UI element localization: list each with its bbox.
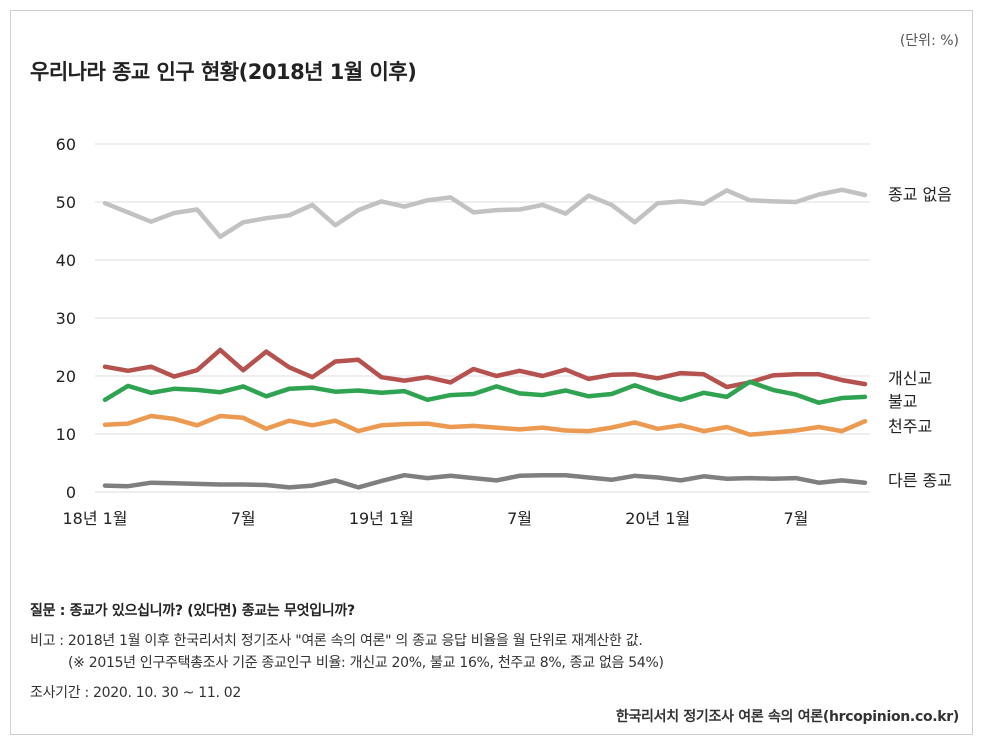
- series-line-0: [102, 187, 868, 240]
- series-line-2: [102, 379, 868, 405]
- x-tick-label: 7월: [783, 509, 808, 528]
- y-tick-label: 40: [56, 251, 76, 270]
- x-tick-label: 20년 1월: [625, 509, 690, 528]
- gridlines: [95, 143, 870, 493]
- remark-subnote: (※ 2015년 인구주택총조사 기준 종교인구 비율: 개신교 20%, 불교…: [68, 655, 664, 671]
- unit-label: (단위: %): [899, 33, 959, 49]
- x-tick-label: 7월: [231, 509, 256, 528]
- x-tick-label: 19년 1월: [349, 509, 414, 528]
- series-label: 종교 없음: [888, 185, 952, 204]
- y-tick-label: 60: [56, 135, 76, 154]
- source-credit: 한국리서치 정기조사 여론 속의 여론(hrcopinion.co.kr): [615, 709, 959, 725]
- x-tick-label: 18년 1월: [62, 509, 127, 528]
- series-label: 천주교: [888, 417, 932, 436]
- x-tick-label: 7월: [507, 509, 532, 528]
- survey-question: 질문 : 종교가 있으십니까? (있다면) 종교는 무엇입니까?: [30, 603, 355, 619]
- y-tick-label: 20: [56, 367, 76, 386]
- y-tick-label: 50: [56, 193, 76, 212]
- chart-title: 우리나라 종교 인구 현황(2018년 1월 이후): [30, 60, 417, 84]
- series-label: 불교: [888, 392, 917, 411]
- series-line-1: [102, 347, 868, 390]
- series-line-4: [102, 472, 868, 490]
- survey-period: 조사기간 : 2020. 10. 30 ~ 11. 02: [30, 685, 241, 701]
- y-axis-ticks: 0 10 20 30 40 50 60: [56, 135, 76, 502]
- remark-note: 비고 : 2018년 1월 이후 한국리서치 정기조사 "여론 속의 여론" 의…: [30, 633, 643, 649]
- x-axis-ticks: 18년 1월 7월 19년 1월 7월 20년 1월 7월: [62, 509, 808, 528]
- series-label: 다른 종교: [888, 471, 952, 490]
- series-label: 개신교: [888, 369, 932, 388]
- y-tick-label: 30: [56, 309, 76, 328]
- y-tick-label: 10: [56, 425, 76, 444]
- y-tick-label: 0: [66, 483, 76, 502]
- series-lines: [102, 187, 868, 490]
- series-line-3: [102, 413, 868, 437]
